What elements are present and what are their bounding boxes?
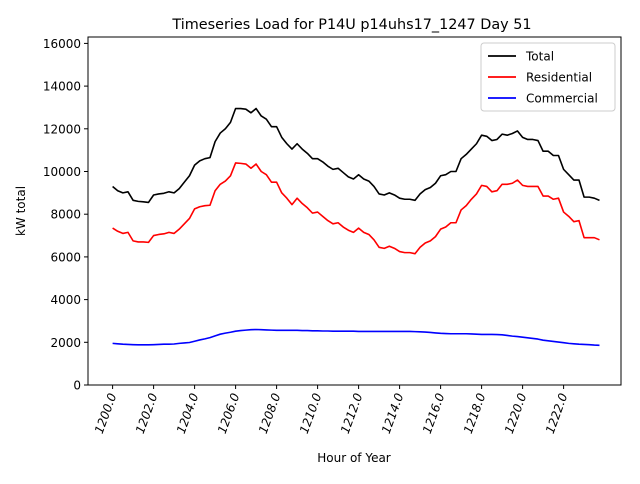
- series-line-commercial: [112, 328, 600, 347]
- legend-label-total: Total: [525, 50, 554, 64]
- y-tick-label: 4000: [50, 293, 81, 307]
- chart-title: Timeseries Load for P14U p14uhs17_1247 D…: [171, 17, 531, 33]
- series-line-total: [112, 107, 600, 204]
- legend: Total Residential Commercial: [480, 42, 616, 112]
- y-tick-label: 2000: [50, 336, 81, 350]
- legend-box: [480, 42, 616, 112]
- y-tick-label: 14000: [43, 80, 81, 94]
- plot-frame: [87, 36, 622, 386]
- series-layer: [112, 107, 600, 347]
- y-tick-label: 12000: [43, 122, 81, 136]
- y-tick-label: 10000: [43, 165, 81, 179]
- y-tick-label: 8000: [50, 208, 81, 222]
- y-tick-label: 16000: [43, 37, 81, 51]
- x-axis-label: Hour of Year: [317, 451, 391, 465]
- legend-label-commercial: Commercial: [526, 92, 598, 106]
- series-line-residential: [112, 162, 600, 255]
- y-axis-label: kW total: [14, 186, 28, 236]
- legend-label-residential: Residential: [526, 71, 592, 85]
- y-tick-label: 6000: [50, 250, 81, 264]
- y-tick-label: 0: [73, 379, 81, 393]
